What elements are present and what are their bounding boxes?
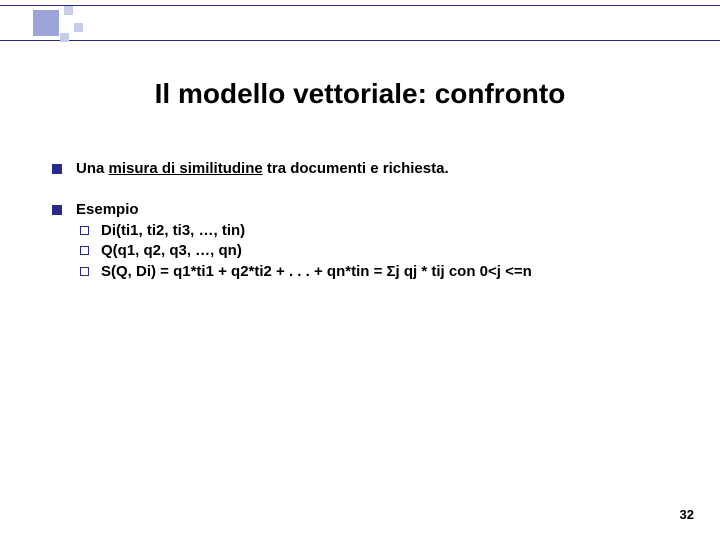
bullet-text: Una misura di similitudine tra documenti…	[76, 160, 449, 179]
square-bullet-icon	[52, 205, 62, 215]
slide: Il modello vettoriale: confronto Una mis…	[0, 0, 720, 540]
bullet-level1: Esempio	[52, 201, 682, 220]
bullet-level2: Di(ti1, ti2, ti3, …, tin)	[80, 222, 682, 241]
text-part: tra documenti e richiesta.	[263, 160, 449, 177]
outline-square-bullet-icon	[80, 267, 89, 276]
header-square-small	[74, 23, 83, 32]
page-number: 32	[680, 507, 694, 522]
header-line-top	[0, 5, 720, 6]
bullet-level2: S(Q, Di) = q1*ti1 + q2*ti2 + . . . + qn*…	[80, 263, 682, 282]
header-square-large	[33, 10, 59, 36]
sub-list: Di(ti1, ti2, ti3, …, tin) Q(q1, q2, q3, …	[80, 222, 682, 282]
header-square-small	[64, 6, 73, 15]
bullet-text: Q(q1, q2, q3, …, qn)	[101, 242, 242, 261]
text-part: Una	[76, 160, 109, 177]
bullet-text: Di(ti1, ti2, ti3, …, tin)	[101, 222, 245, 241]
square-bullet-icon	[52, 164, 62, 174]
bullet-text: Esempio	[76, 201, 139, 220]
bullet-level2: Q(q1, q2, q3, …, qn)	[80, 242, 682, 261]
outline-square-bullet-icon	[80, 246, 89, 255]
header-square-small	[60, 33, 69, 42]
header-decoration	[0, 0, 720, 46]
underlined-text: misura di similitudine	[109, 160, 263, 177]
outline-square-bullet-icon	[80, 226, 89, 235]
bullet-level1: Una misura di similitudine tra documenti…	[52, 160, 682, 179]
slide-body: Una misura di similitudine tra documenti…	[52, 160, 682, 282]
header-line-bottom	[0, 40, 720, 41]
slide-title: Il modello vettoriale: confronto	[0, 78, 720, 110]
bullet-text: S(Q, Di) = q1*ti1 + q2*ti2 + . . . + qn*…	[101, 263, 532, 282]
